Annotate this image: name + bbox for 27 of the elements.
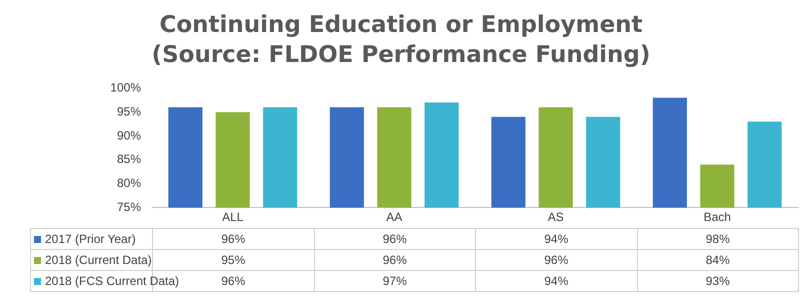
y-tick-label: 75% (116, 200, 142, 214)
y-tick-label: 90% (116, 128, 142, 142)
data-label: 97% (314, 270, 476, 292)
chart-title: Continuing Education or Employment (158, 11, 644, 40)
x-tick-label: AS (548, 210, 564, 224)
legend-label: 2018 (Current Data) (45, 253, 152, 267)
y-tick-label: 100% (110, 80, 142, 95)
data-label: 94% (476, 228, 637, 250)
x-tick-label: AA (386, 210, 402, 224)
data-label: 94% (476, 270, 637, 292)
x-tick-label: ALL (222, 210, 244, 224)
data-label: 96% (221, 274, 246, 288)
y-tick-label: 80% (116, 176, 142, 190)
data-label: 96% (314, 228, 476, 250)
data-label: 96% (314, 250, 476, 270)
data-label: 95% (152, 250, 314, 270)
y-tick-label: 95% (116, 104, 142, 118)
data-label: 84% (637, 250, 798, 270)
data-label: 96% (152, 228, 314, 250)
x-tick-label: Bach (704, 210, 731, 224)
chart-subtitle: (Source: FLDOE Performance Funding) (150, 41, 652, 70)
data-label: 93% (637, 270, 798, 292)
legend-label: 2018 (FCS Current Data) (45, 274, 180, 288)
y-tick-label: 85% (116, 152, 142, 166)
data-label: 98% (637, 228, 798, 250)
legend-label: 2017 (Prior Year) (45, 232, 136, 246)
data-label: 96% (476, 250, 637, 270)
